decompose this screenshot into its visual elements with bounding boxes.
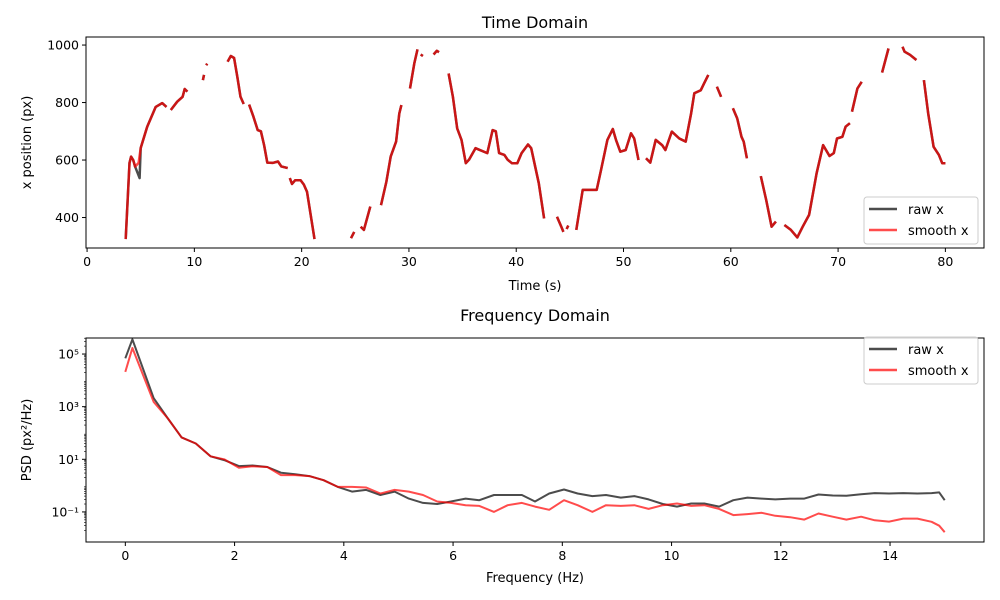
- series-line: [247, 104, 289, 170]
- series-line: [169, 87, 189, 111]
- y-tick-label: 10⁻¹: [51, 504, 79, 519]
- x-tick-label: 4: [340, 548, 348, 563]
- series-line: [731, 107, 749, 159]
- time-domain-chart: 0 10 20 30 40 50 60 70 80 400 600 800 1000 Time Domai…: [20, 13, 985, 294]
- series-line: [880, 48, 890, 73]
- y-tick-label: 10⁵: [58, 347, 79, 362]
- series-line: [645, 74, 710, 164]
- x-axis-label: Time (s): [508, 279, 562, 294]
- series-line: [419, 53, 424, 58]
- x-tick-label: 0: [121, 548, 129, 563]
- series-line: [922, 79, 946, 165]
- x-tick-label: 10: [186, 254, 202, 269]
- series-line: [901, 46, 918, 61]
- x-tick-label: 10: [664, 548, 680, 563]
- series-line: [205, 63, 209, 66]
- series-line: [226, 54, 245, 105]
- legend-label: raw x: [908, 343, 944, 358]
- x-tick-label: 80: [937, 254, 953, 269]
- series-line: [783, 122, 851, 239]
- series-line: [408, 49, 419, 89]
- series-line: [555, 216, 565, 233]
- series-raw-x: [124, 46, 946, 240]
- series-line: [247, 104, 289, 170]
- x-tick-label: 20: [294, 254, 310, 269]
- chart-title: Time Domain: [481, 13, 588, 32]
- y-axis-label: x position (px): [20, 96, 35, 190]
- frequency-domain-chart: 0 2 4 6 8 10 12 14 10⁻¹ 10¹ 10³ 10⁵ Frequency Domain…: [20, 306, 985, 586]
- y-tick-label: 600: [55, 153, 79, 168]
- series-smooth-x: [124, 347, 946, 533]
- x-tick-label: 50: [616, 254, 632, 269]
- series-line: [759, 175, 777, 228]
- x-tick-label: 40: [508, 254, 524, 269]
- series-line: [288, 177, 316, 240]
- x-tick-label: 14: [882, 548, 898, 563]
- axes-frame: [85, 337, 985, 543]
- y-tick-label: 10¹: [58, 452, 79, 467]
- series-line: [201, 74, 206, 81]
- series-line: [349, 231, 356, 239]
- x-tick-label: 12: [773, 548, 789, 563]
- series-line: [124, 347, 946, 533]
- legend-label: raw x: [908, 203, 944, 218]
- series-line: [715, 86, 723, 98]
- y-axis-label: PSD (px²/Hz): [20, 399, 35, 482]
- series-line: [575, 127, 640, 231]
- series-line: [124, 338, 946, 508]
- x-tick-label: 6: [449, 548, 457, 563]
- series-line: [124, 101, 168, 240]
- series-line: [432, 49, 440, 56]
- x-tick-label: 60: [723, 254, 739, 269]
- series-line: [645, 74, 710, 164]
- x-tick-label: 70: [830, 254, 846, 269]
- chart-title: Frequency Domain: [460, 306, 610, 325]
- legend-label: smooth x: [908, 364, 969, 379]
- x-tick-label: 0: [83, 254, 91, 269]
- y-tick-label: 1000: [47, 38, 79, 53]
- series-line: [783, 122, 851, 239]
- x-tick-label: 8: [558, 548, 566, 563]
- series-smooth-x: [124, 46, 946, 240]
- series-raw-x: [124, 338, 946, 508]
- legend-label: smooth x: [908, 224, 969, 239]
- series-line: [379, 104, 403, 206]
- series-line: [922, 79, 946, 165]
- series-line: [124, 101, 168, 240]
- legend: raw x smooth x: [863, 196, 979, 245]
- series-line: [359, 206, 372, 232]
- y-tick-label: 400: [55, 210, 79, 225]
- series-line: [447, 73, 546, 219]
- x-axis-label: Frequency (Hz): [486, 571, 584, 586]
- legend: raw x smooth x: [863, 336, 979, 385]
- y-tick-label: 800: [55, 95, 79, 110]
- series-line: [850, 81, 863, 112]
- x-tick-label: 30: [401, 254, 417, 269]
- axes-frame: [85, 36, 985, 249]
- series-line: [565, 225, 570, 230]
- x-tick-label: 2: [231, 548, 239, 563]
- y-tick-label: 10³: [58, 399, 79, 414]
